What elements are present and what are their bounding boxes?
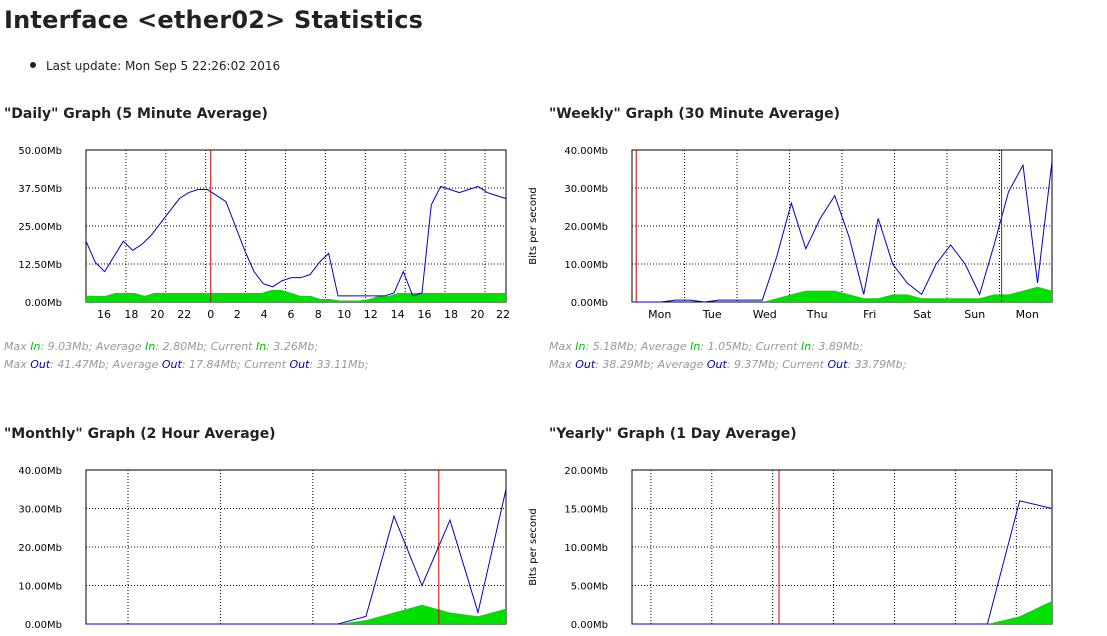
monthly-graph-title: "Monthly" Graph (2 Hour Average) — [4, 426, 276, 442]
y-tick-label: 37.50Mb — [18, 184, 62, 195]
x-tick-label: 16 — [97, 308, 111, 321]
weekly-graph: 0.00Mb 10.00Mb 20.00Mb 30.00Mb 40.00Mb Bits p… — [528, 146, 1053, 321]
series-out-line — [632, 500, 1053, 625]
series-out-line — [85, 185, 507, 297]
daily-stats: Max In: 9.03Mb; Average In: 2.80Mb; Curr… — [4, 338, 368, 374]
x-tick-label: 6 — [287, 308, 294, 321]
x-tick-label: Sun — [964, 308, 985, 321]
x-tick-label: 20 — [150, 308, 164, 321]
x-tick-label: Mon — [648, 308, 671, 321]
x-tick-label: 14 — [391, 308, 405, 321]
x-tick-label: Fri — [863, 308, 876, 321]
y-tick-label: 20.00Mb — [564, 222, 608, 233]
series-out-line — [632, 161, 1053, 303]
x-tick-label: 18 — [124, 308, 138, 321]
y-axis-label: Bits per second — [528, 187, 539, 264]
y-tick-label: 50.00Mb — [18, 146, 62, 157]
series-in-area — [86, 604, 506, 624]
x-tick-label: 22 — [177, 308, 191, 321]
y-tick-label: 25.00Mb — [18, 222, 62, 233]
x-tick-label: 20 — [470, 308, 484, 321]
x-tick-label: 0 — [207, 308, 214, 321]
series-in-area — [632, 286, 1052, 302]
y-tick-label: 0.00Mb — [25, 620, 62, 631]
yearly-graph-title: "Yearly" Graph (1 Day Average) — [549, 426, 797, 442]
yearly-graph: 0.00Mb 5.00Mb 10.00Mb 15.00Mb 20.00Mb Bits pe… — [528, 466, 1053, 631]
series-in-area — [86, 289, 506, 302]
x-tick-label: Thu — [806, 308, 828, 321]
daily-stats-out-line: Max Out: 41.47Mb; Average Out: 17.84Mb; … — [4, 358, 369, 371]
weekly-graph-title: "Weekly" Graph (30 Minute Average) — [549, 106, 841, 122]
y-tick-label: 10.00Mb — [564, 260, 608, 271]
x-tick-label: Mon — [1016, 308, 1039, 321]
y-tick-label: 0.00Mb — [25, 298, 62, 309]
y-tick-label: 12.50Mb — [18, 260, 62, 271]
x-tick-label: 12 — [364, 308, 378, 321]
y-tick-label: 10.00Mb — [18, 582, 62, 593]
series-in-area — [632, 600, 1052, 624]
x-tick-label: 4 — [261, 308, 268, 321]
y-tick-label: 0.00Mb — [571, 298, 608, 309]
y-tick-label: 30.00Mb — [564, 184, 608, 195]
weekly-stats-out-line: Max Out: 38.29Mb; Average Out: 9.37Mb; C… — [549, 358, 907, 371]
y-tick-label: 20.00Mb — [564, 466, 608, 477]
monthly-graph: 0.00Mb 10.00Mb 20.00Mb 30.00Mb 40.00Mb — [18, 466, 507, 631]
x-tick-label: 22 — [496, 308, 510, 321]
x-tick-label: Tue — [702, 308, 722, 321]
bullet-icon — [30, 61, 36, 68]
last-update-text: Last update: Mon Sep 5 22:26:02 2016 — [46, 59, 281, 73]
daily-graph-title: "Daily" Graph (5 Minute Average) — [4, 106, 268, 122]
x-tick-label: 18 — [444, 308, 458, 321]
weekly-stats: Max In: 5.18Mb; Average In: 1.05Mb; Curr… — [549, 338, 906, 374]
series-out-line — [86, 489, 507, 625]
x-tick-label: 10 — [337, 308, 351, 321]
y-tick-label: 0.00Mb — [571, 620, 608, 631]
weekly-stats-in-line: Max In: 5.18Mb; Average In: 1.05Mb; Curr… — [549, 340, 864, 353]
x-tick-label: Wed — [753, 308, 777, 321]
x-tick-label: 16 — [418, 308, 432, 321]
y-tick-label: 5.00Mb — [571, 582, 608, 593]
y-tick-label: 20.00Mb — [18, 543, 62, 554]
page-title: Interface <ether02> Statistics — [4, 6, 424, 34]
x-tick-label: Sat — [913, 308, 932, 321]
y-tick-label: 40.00Mb — [18, 466, 62, 477]
x-tick-label: 2 — [234, 308, 241, 321]
y-tick-label: 40.00Mb — [564, 146, 608, 157]
y-tick-label: 30.00Mb — [18, 505, 62, 516]
last-update: Last update: Mon Sep 5 22:26:02 2016 — [30, 59, 280, 73]
x-tick-label: 8 — [315, 308, 322, 321]
y-axis-label: Bits per second — [528, 508, 539, 585]
y-tick-label: 10.00Mb — [564, 543, 608, 554]
daily-stats-in-line: Max In: 9.03Mb; Average In: 2.80Mb; Curr… — [4, 340, 319, 353]
y-tick-label: 15.00Mb — [564, 505, 608, 516]
